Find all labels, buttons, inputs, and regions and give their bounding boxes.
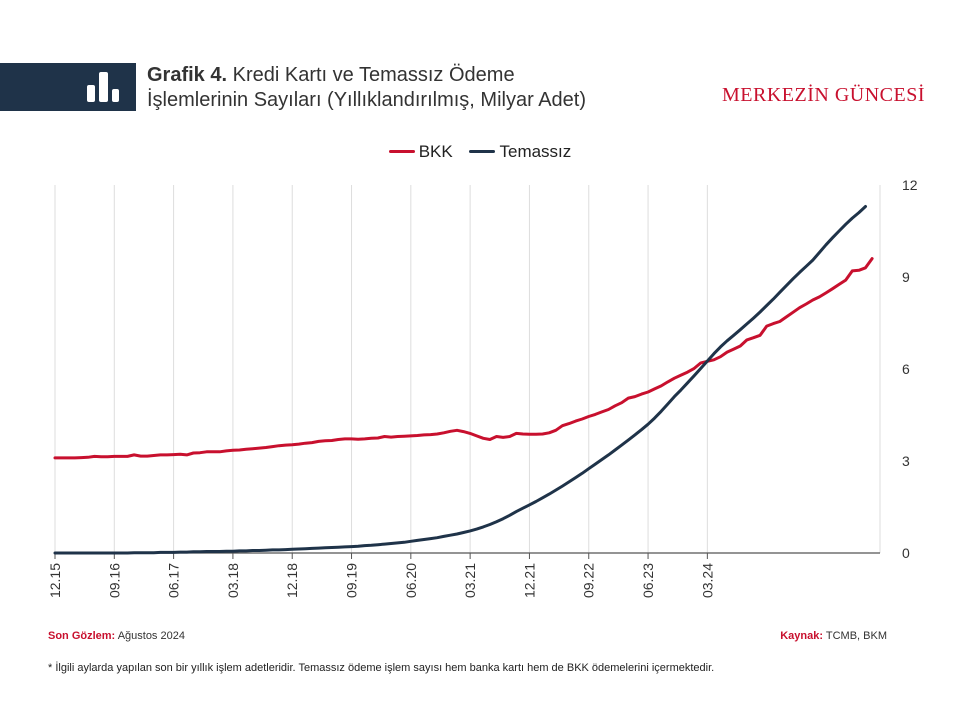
last-observation: Son Gözlem: Ağustos 2024 <box>48 630 185 642</box>
source: Kaynak: TCMB, BKM <box>780 630 887 642</box>
x-tick-label: 03.18 <box>225 563 241 598</box>
x-tick-label: 06.20 <box>403 563 419 598</box>
last-observation-label: Son Gözlem: <box>48 630 116 642</box>
x-tick-label: 03.24 <box>699 563 715 598</box>
x-tick-label: 09.19 <box>344 563 360 598</box>
chart-legend: BKK Temassız <box>0 138 960 162</box>
y-tick-label: 3 <box>902 453 910 469</box>
x-tick-label: 09.16 <box>106 563 122 598</box>
chart-title: Grafik 4. Kredi Kartı ve Temassız Ödeme … <box>147 63 667 113</box>
series-line-temassiz <box>53 205 867 555</box>
source-label: Kaynak: <box>780 630 824 642</box>
x-tick-label: 12.18 <box>284 563 300 598</box>
source-value: TCMB, BKM <box>825 630 887 642</box>
bar-chart-icon <box>87 72 119 102</box>
footnote: * İlgili aylarda yapılan son bir yıllık … <box>48 662 715 674</box>
legend-label-temassiz: Temassız <box>499 141 572 161</box>
y-tick-label: 6 <box>902 361 910 377</box>
last-observation-value: Ağustos 2024 <box>117 630 185 642</box>
title-line1: Kredi Kartı ve Temassız Ödeme <box>232 64 515 86</box>
legend-label-bkk: BKK <box>418 141 453 161</box>
legend-item-bkk: BKK <box>388 141 453 162</box>
series-line-bkk <box>53 257 874 460</box>
x-tick-label: 06.17 <box>166 563 182 598</box>
legend-swatch-bkk <box>388 150 415 153</box>
y-tick-label: 12 <box>902 177 918 193</box>
legend-item-temassiz: Temassız <box>469 142 571 162</box>
brand-logo: MERKEZİN GÜNCESİ <box>722 84 925 106</box>
x-tick-label: 12.21 <box>521 563 537 598</box>
title-bold: Grafik 4. <box>147 64 228 86</box>
y-tick-label: 0 <box>902 545 910 561</box>
legend-swatch-temassiz <box>469 150 496 153</box>
line-chart: 12.15 09.16 06.17 03.18 12.18 09.19 06.20 03.21… <box>47 177 918 598</box>
title-line2: İşlemlerinin Sayıları (Yıllıklandırılmış… <box>147 89 587 111</box>
x-tick-label: 09.22 <box>581 563 597 598</box>
x-tick-label: 06.23 <box>640 563 656 598</box>
y-tick-label: 9 <box>902 269 910 285</box>
header-band <box>0 63 136 111</box>
x-tick-label: 03.21 <box>462 563 478 598</box>
x-tick-label: 12.15 <box>47 563 63 598</box>
